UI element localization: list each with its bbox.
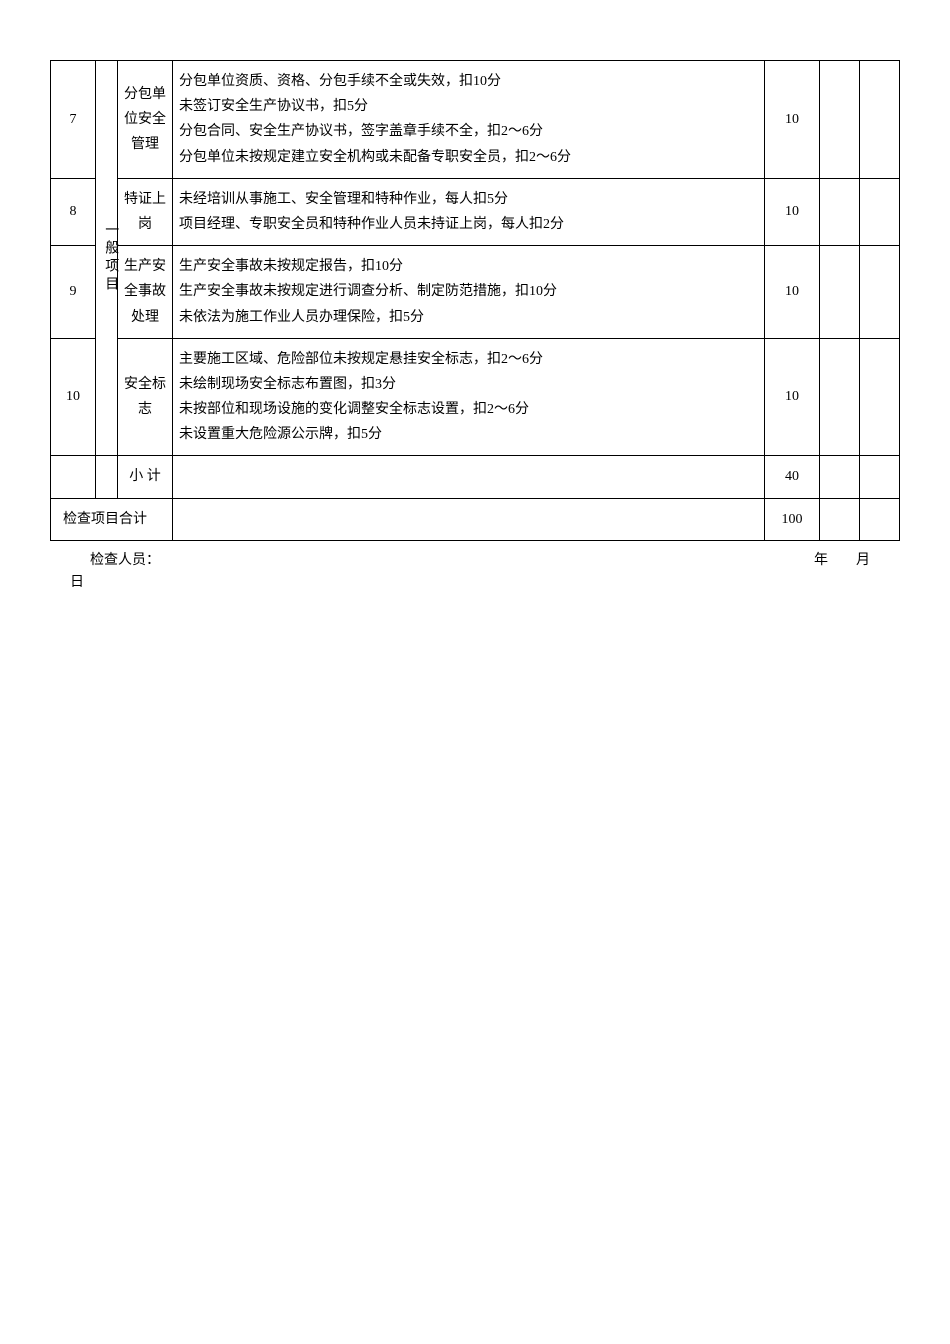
item-score: 10 xyxy=(765,246,820,339)
item-name: 安全标志 xyxy=(118,338,173,456)
row-number: 9 xyxy=(51,246,96,339)
blank-cell xyxy=(860,498,900,540)
blank-cell xyxy=(96,456,118,498)
blank-cell xyxy=(860,178,900,245)
subtotal-label: 小 计 xyxy=(118,456,173,498)
item-content: 未经培训从事施工、安全管理和特种作业，每人扣5分 项目经理、专职安全员和特种作业… xyxy=(173,178,765,245)
blank-cell xyxy=(860,246,900,339)
blank-cell xyxy=(860,338,900,456)
subtotal-score: 40 xyxy=(765,456,820,498)
blank-cell xyxy=(173,456,765,498)
year-label: 年 xyxy=(814,553,828,568)
category-cell: 一般项目 xyxy=(96,61,118,456)
row-number: 10 xyxy=(51,338,96,456)
item-name: 分包单位安全管理 xyxy=(118,61,173,179)
item-score: 10 xyxy=(765,61,820,179)
blank-cell xyxy=(820,178,860,245)
inspector-label: 检查人员： xyxy=(90,549,160,569)
row-number: 8 xyxy=(51,178,96,245)
item-content: 生产安全事故未按规定报告，扣10分 生产安全事故未按规定进行调查分析、制定防范措… xyxy=(173,246,765,339)
table-row: 10 安全标志 主要施工区域、危险部位未按规定悬挂安全标志，扣2～6分 未绘制现… xyxy=(51,338,900,456)
subtotal-row: 小 计 40 xyxy=(51,456,900,498)
total-label: 检查项目合计 xyxy=(51,498,173,540)
month-label: 月 xyxy=(856,553,870,568)
item-score: 10 xyxy=(765,178,820,245)
category-label: 一般项目 xyxy=(98,222,123,294)
item-name: 生产安全事故处理 xyxy=(118,246,173,339)
blank-cell xyxy=(820,498,860,540)
blank-cell xyxy=(820,61,860,179)
row-number: 7 xyxy=(51,61,96,179)
total-row: 检查项目合计 100 xyxy=(51,498,900,540)
blank-cell xyxy=(860,61,900,179)
blank-cell xyxy=(51,456,96,498)
blank-cell xyxy=(820,246,860,339)
total-score: 100 xyxy=(765,498,820,540)
blank-cell xyxy=(820,456,860,498)
item-score: 10 xyxy=(765,338,820,456)
table-row: 9 生产安全事故处理 生产安全事故未按规定报告，扣10分 生产安全事故未按规定进… xyxy=(51,246,900,339)
day-label: 日 xyxy=(50,571,900,591)
table-row: 7 一般项目 分包单位安全管理 分包单位资质、资格、分包手续不全或失效，扣10分… xyxy=(51,61,900,179)
table-row: 8 特证上岗 未经培训从事施工、安全管理和特种作业，每人扣5分 项目经理、专职安… xyxy=(51,178,900,245)
date-year-month: 年 月 xyxy=(814,549,880,569)
item-content: 主要施工区域、危险部位未按规定悬挂安全标志，扣2～6分 未绘制现场安全标志布置图… xyxy=(173,338,765,456)
blank-cell xyxy=(173,498,765,540)
footer: 检查人员： 年 月 xyxy=(50,541,900,569)
blank-cell xyxy=(820,338,860,456)
item-content: 分包单位资质、资格、分包手续不全或失效，扣10分 未签订安全生产协议书，扣5分 … xyxy=(173,61,765,179)
item-name: 特证上岗 xyxy=(118,178,173,245)
inspection-table: 7 一般项目 分包单位安全管理 分包单位资质、资格、分包手续不全或失效，扣10分… xyxy=(50,60,900,541)
blank-cell xyxy=(860,456,900,498)
